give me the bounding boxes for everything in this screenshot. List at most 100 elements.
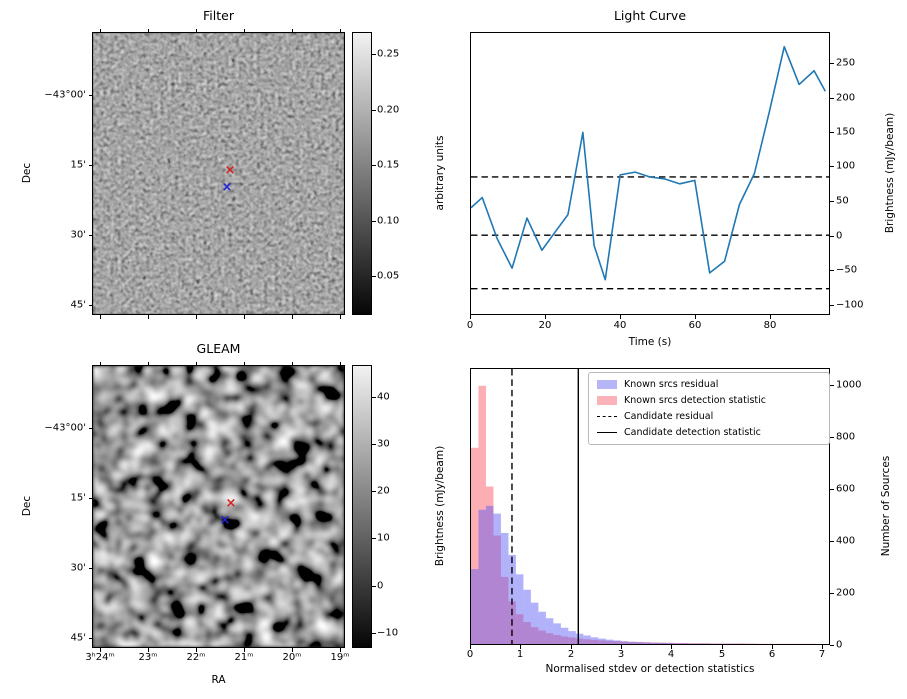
legend-label: Known srcs detection statistic bbox=[624, 395, 766, 406]
tick-label: 0 bbox=[466, 649, 474, 660]
tick-label: 600 bbox=[836, 483, 856, 495]
tick-mark bbox=[830, 489, 834, 490]
tick-mark bbox=[243, 361, 245, 365]
tick-label: 0 bbox=[377, 580, 384, 592]
tick-mark bbox=[830, 541, 834, 542]
tick-label: 80 bbox=[763, 320, 777, 331]
tick-label: 7 bbox=[818, 649, 826, 660]
tick-label: 5 bbox=[718, 649, 726, 660]
tick-mark bbox=[830, 201, 834, 202]
gleam-noise-image bbox=[93, 366, 344, 647]
tick-mark bbox=[772, 645, 774, 649]
tick-label: 22ᵐ bbox=[186, 652, 206, 663]
tick-label: 200 bbox=[836, 92, 856, 104]
tick-label: 20 bbox=[538, 320, 552, 331]
filter-image-panel: × × bbox=[92, 32, 345, 315]
tick-mark bbox=[292, 315, 293, 319]
tick-label: −43°00' bbox=[44, 422, 86, 434]
tick-label: 30' bbox=[70, 229, 86, 241]
tick-label: 50 bbox=[836, 195, 849, 207]
tick-mark bbox=[147, 315, 149, 319]
tick-label: 3ʰ24ᵐ bbox=[85, 652, 115, 663]
tick-label: 150 bbox=[836, 126, 856, 138]
tick-mark bbox=[292, 28, 293, 32]
tick-mark bbox=[88, 95, 92, 96]
tick-label: 15' bbox=[70, 159, 86, 171]
tick-mark bbox=[372, 491, 376, 492]
tick-label: 0.25 bbox=[377, 48, 400, 60]
tick-mark bbox=[721, 645, 723, 649]
tick-label: 40 bbox=[613, 320, 627, 331]
tick-mark bbox=[470, 315, 471, 319]
tick-label: 20 bbox=[377, 485, 390, 497]
filter-colorbar bbox=[352, 32, 372, 315]
filter-colorbar-label: arbitrary units bbox=[434, 135, 446, 211]
tick-mark bbox=[830, 645, 834, 646]
tick-mark bbox=[243, 28, 245, 32]
tick-mark bbox=[830, 593, 834, 594]
light-curve-xlabel: Time (s) bbox=[628, 336, 672, 348]
tick-mark bbox=[88, 498, 92, 499]
tick-mark bbox=[770, 315, 771, 319]
tick-mark bbox=[372, 397, 376, 398]
tick-label: −100 bbox=[836, 299, 864, 311]
tick-mark bbox=[822, 645, 824, 649]
light-curve-ylabel: Brightness (mJy/beam) bbox=[884, 112, 896, 234]
tick-mark bbox=[372, 586, 376, 587]
tick-label: 200 bbox=[836, 587, 856, 599]
histogram-xlabel: Normalised stdev or detection statistics bbox=[545, 663, 755, 675]
tick-label: −43°00' bbox=[44, 89, 86, 101]
legend-swatch-solid-line bbox=[597, 432, 617, 433]
tick-label: 45' bbox=[70, 299, 86, 311]
tick-mark bbox=[243, 648, 245, 652]
tick-label: −10 bbox=[377, 627, 399, 639]
tick-label: 23ᵐ bbox=[138, 652, 158, 663]
tick-label: 250 bbox=[836, 57, 856, 69]
tick-mark bbox=[292, 648, 293, 652]
tick-mark bbox=[340, 315, 341, 319]
tick-mark bbox=[545, 315, 546, 319]
tick-label: 1 bbox=[516, 649, 524, 660]
legend-label: Known srcs residual bbox=[624, 379, 719, 390]
tick-mark bbox=[372, 221, 376, 222]
tick-mark bbox=[830, 437, 834, 438]
tick-mark bbox=[88, 305, 92, 306]
tick-label: 60 bbox=[688, 320, 702, 331]
gleam-ylabel: Dec bbox=[21, 495, 33, 517]
tick-mark bbox=[830, 270, 834, 271]
filter-noise-image bbox=[93, 33, 344, 314]
tick-mark bbox=[195, 28, 197, 32]
tick-mark bbox=[620, 315, 621, 319]
tick-mark bbox=[88, 165, 92, 166]
histogram-legend: Known srcs residual Known srcs detection… bbox=[588, 372, 830, 445]
tick-mark bbox=[195, 648, 197, 652]
tick-label: 45' bbox=[70, 632, 86, 644]
tick-label: 30 bbox=[377, 438, 390, 450]
tick-mark bbox=[570, 645, 572, 649]
light-curve-plot bbox=[471, 45, 829, 290]
tick-mark bbox=[292, 361, 293, 365]
filter-title: Filter bbox=[203, 8, 234, 23]
tick-mark bbox=[470, 645, 471, 649]
tick-mark bbox=[340, 648, 341, 652]
tick-label: 21ᵐ bbox=[234, 652, 254, 663]
tick-mark bbox=[88, 638, 92, 639]
tick-label: 0 bbox=[836, 230, 843, 242]
tick-mark bbox=[372, 110, 376, 111]
legend-swatch-dashed-line bbox=[597, 416, 617, 417]
tick-mark bbox=[520, 645, 522, 649]
tick-label: 3 bbox=[617, 649, 625, 660]
known-source-marker-icon: × bbox=[221, 180, 233, 196]
tick-mark bbox=[195, 315, 197, 319]
tick-label: 0.20 bbox=[377, 104, 400, 116]
candidate-marker-icon: × bbox=[225, 496, 237, 512]
tick-mark bbox=[830, 236, 834, 237]
tick-mark bbox=[88, 428, 92, 429]
tick-mark bbox=[372, 444, 376, 445]
light-curve-panel bbox=[470, 32, 830, 315]
tick-label: 15' bbox=[70, 492, 86, 504]
tick-mark bbox=[372, 538, 376, 539]
light-curve-title: Light Curve bbox=[613, 8, 687, 23]
gleam-colorbar bbox=[352, 365, 372, 648]
